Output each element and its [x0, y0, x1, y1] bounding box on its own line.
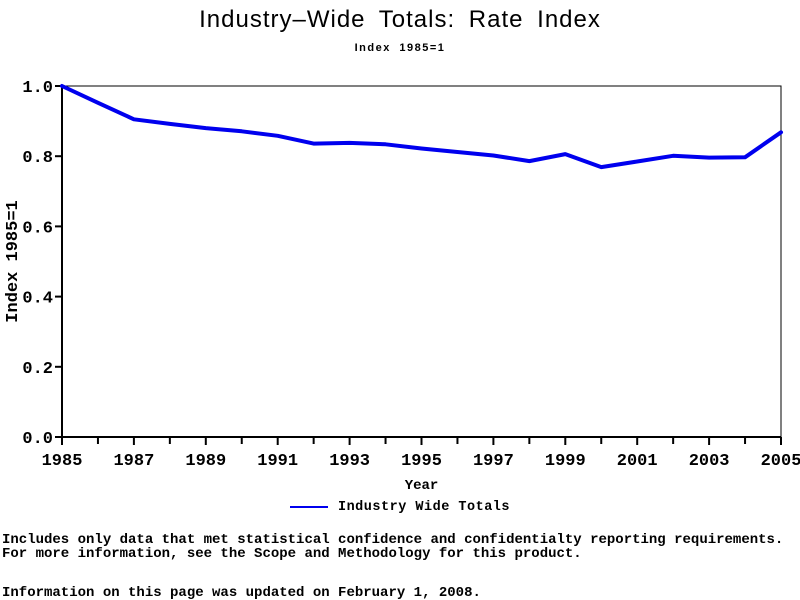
footnote-confidence: Includes only data that met statistical … [2, 532, 784, 548]
footnote-updated: Information on this page was updated on … [2, 585, 481, 600]
x-tick-label: 2003 [689, 452, 730, 471]
series-line-industry-wide-totals [60, 84, 783, 170]
x-tick-label: 1995 [401, 452, 442, 471]
legend-label: Industry Wide Totals [337, 499, 511, 515]
plot-frame [61, 85, 782, 438]
legend-line-swatch [289, 506, 328, 508]
x-tick-label: 1985 [42, 452, 83, 471]
y-tick-label: 0.0 [22, 430, 53, 449]
footnote-methodology: For more information, see the Scope and … [2, 546, 582, 562]
x-tick-label: 1987 [113, 452, 154, 471]
x-tick-label: 1993 [329, 452, 370, 471]
chart-subtitle: Index 1985=1 [354, 42, 446, 54]
x-tick-label: 1999 [545, 452, 586, 471]
y-tick-label: 1.0 [22, 79, 53, 98]
y-tick-label: 0.8 [22, 149, 53, 168]
x-tick-label: 1989 [185, 452, 226, 471]
chart-canvas: 0.0 0.2 0.4 0.6 0.8 1.0 1985 1987 1989 1991 1993 19… [4, 79, 800, 494]
y-tick-label: 0.6 [22, 219, 53, 238]
chart-title: Industry–Wide Totals: Rate Index [199, 6, 601, 33]
y-tick-label: 0.4 [22, 290, 53, 309]
y-axis-title: Index 1985=1 [4, 200, 23, 322]
x-tick-label: 1997 [473, 452, 514, 471]
x-tick-label: 1991 [257, 452, 298, 471]
chart-legend: Industry Wide Totals [0, 498, 800, 516]
x-tick-label: 2005 [761, 452, 800, 471]
x-tick-label: 2001 [617, 452, 658, 471]
x-axis-title: Year [405, 478, 439, 494]
y-tick-label: 0.2 [22, 360, 53, 379]
